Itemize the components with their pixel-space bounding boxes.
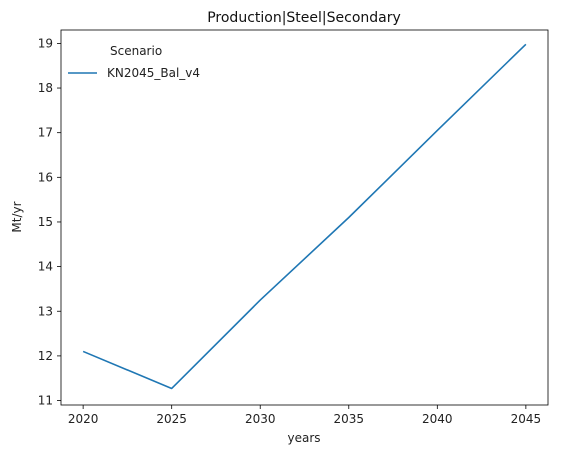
chart-title: Production|Steel|Secondary — [207, 10, 401, 26]
x-tick-label: 2040 — [422, 412, 453, 426]
y-axis: 11 12 13 14 15 16 17 18 19 — [38, 36, 61, 408]
y-tick-label: 16 — [38, 170, 53, 184]
x-tick-label: 2045 — [511, 412, 542, 426]
legend-title: Scenario — [110, 44, 162, 58]
series-layer — [82, 43, 527, 390]
x-axis-label: years — [287, 431, 320, 445]
x-tick-label: 2035 — [333, 412, 364, 426]
y-tick-label: 18 — [38, 81, 53, 95]
y-tick-label: 17 — [38, 126, 53, 140]
x-tick-label: 2020 — [68, 412, 99, 426]
legend-label-kn2045-bal-v4: KN2045_Bal_v4 — [107, 66, 200, 80]
plot-frame — [60, 29, 549, 406]
y-tick-label: 19 — [38, 36, 53, 50]
x-tick-label: 2030 — [245, 412, 276, 426]
x-tick-label: 2025 — [156, 412, 187, 426]
y-tick-label: 11 — [38, 394, 53, 408]
legend: Scenario KN2045_Bal_v4 — [68, 44, 200, 80]
y-tick-label: 15 — [38, 215, 53, 229]
plot-area — [60, 29, 549, 406]
y-tick-label: 13 — [38, 304, 53, 318]
y-axis-label: Mt/yr — [10, 201, 24, 232]
series-line-kn2045-bal-v4 — [82, 43, 527, 390]
y-tick-label: 12 — [38, 349, 53, 363]
x-axis: 2020 2025 2030 2035 2040 2045 — [68, 405, 541, 426]
y-tick-label: 14 — [38, 260, 53, 274]
